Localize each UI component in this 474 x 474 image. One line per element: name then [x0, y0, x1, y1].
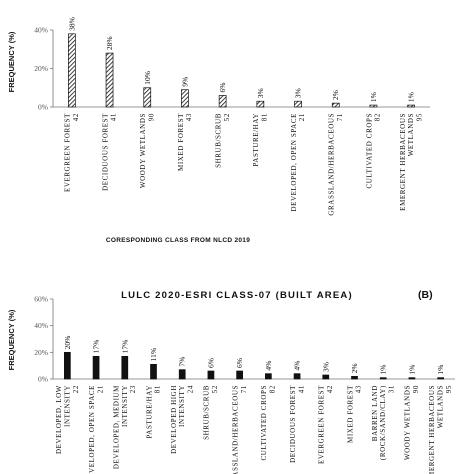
chart-b-bar-value-label: 7% [178, 357, 187, 367]
chart-a-ytick-label: 0% [38, 103, 48, 112]
chart-a-category-label: SHRUB/SCRUB52 [214, 113, 230, 168]
chart-b-bar-value-label: 17% [92, 340, 101, 354]
chart-b-bar [178, 369, 186, 380]
chart-b-ylabel: FREQUENCY (%) [7, 309, 16, 370]
chart-a-bar [218, 95, 227, 108]
chart-b: LULC 2020-ESRI CLASS-07 (BUILT AREA) (B)… [7, 289, 455, 474]
chart-b-bar [207, 370, 215, 380]
chart-b-panel-label: (B) [418, 289, 433, 301]
chart-b-category-label: GRASSLAND/HERBACEOUS71 [231, 385, 247, 474]
chart-a-category-label: MIXED FOREST43 [177, 113, 193, 171]
chart-b-bar [265, 373, 272, 380]
chart-b-bar [92, 355, 100, 380]
chart-a-category-label: DECIDUOUS FOREST41 [101, 113, 117, 191]
chart-b-category-label: DEVELOPED, LOWINTENSITY22 [55, 385, 80, 454]
chart-b-bar [322, 374, 330, 380]
chart-b-bar-value-label: 1% [436, 365, 445, 375]
chart-a-bar [331, 102, 340, 108]
chart-b-category-label: EVERGREEN FOREST42 [318, 385, 334, 464]
chart-a-category-label: PASTURE/HAY81 [252, 113, 268, 167]
chart-b-category-label: CULTIVATED CROPS82 [260, 385, 276, 461]
chart-b-category-label: DEVELOPED HIGHINTENSITY24 [170, 385, 195, 454]
chart-b-category-label: WOODY WETLANDS90 [404, 385, 420, 460]
chart-b-title: LULC 2020-ESRI CLASS-07 (BUILT AREA) [121, 290, 353, 301]
chart-a-ytick-label: 40% [34, 26, 48, 35]
chart-a-category-label: EVERGREEN FOREST42 [64, 113, 80, 192]
chart-b-bar-value-label: 4% [293, 361, 302, 371]
chart-b-bar-value-label: 17% [120, 340, 129, 354]
chart-b-ytick-label: 60% [34, 295, 48, 304]
chart-b-bar [379, 377, 387, 380]
chart-b-bar-value-label: 6% [235, 358, 244, 368]
chart-b-category-label: DECIDUOUS FOREST41 [289, 385, 305, 463]
chart-a-bar [67, 33, 76, 108]
chart-b-category-label: SHRUB/SCRUB52 [203, 385, 219, 440]
chart-a-bar-value-label: 3% [256, 88, 265, 98]
chart-a-bar-value-label: 3% [294, 88, 303, 98]
chart-b-category-label: MIXED FOREST43 [346, 385, 362, 443]
chart-a-bar [294, 100, 302, 108]
chart-b-bar [236, 370, 243, 380]
chart-b-category-label: DEVELOPED, OPEN SPACE21 [88, 385, 104, 474]
chart-a-bar [105, 52, 114, 108]
chart-b-bar [150, 363, 157, 380]
chart-b-bar [351, 375, 358, 380]
chart-a-bar-value-label: 6% [218, 82, 227, 92]
chart-b-ytick-label: 0% [38, 375, 48, 384]
chart-a-category-label: WOODY WETLANDS90 [139, 113, 155, 188]
chart-b-bar-value-label: 3% [321, 362, 330, 372]
chart-b-ytick-label: 20% [34, 348, 48, 357]
chart-a-bar-value-label: 38% [67, 17, 76, 31]
chart-a-bar [369, 104, 378, 108]
chart-a-bar-value-label: 28% [105, 36, 114, 50]
chart-a-bar-value-label: 10% [143, 71, 152, 85]
chart-b-category-label: EMERGENT HERBACEOUSWETLANDS95 [428, 385, 453, 474]
chart-b-bar [293, 373, 301, 380]
chart-b-bar-value-label: 1% [379, 365, 388, 375]
chart-a-bar [181, 89, 189, 108]
chart-b-bar [64, 351, 71, 380]
chart-a-xlabel: CORESPONDING CLASS FROM NLCD 2019 [106, 237, 250, 244]
chart-a-bar-value-label: 2% [331, 90, 340, 100]
chart-b-category-label: DEVELOPED, MEDIUMINTENSITY23 [112, 385, 137, 469]
chart-b-bar-value-label: 20% [63, 336, 72, 350]
chart-b-bar [121, 355, 129, 380]
chart-a-bar-value-label: 1% [369, 92, 378, 102]
chart-a-ylabel: FREQUENCY (%) [7, 31, 16, 92]
chart-b-bar-value-label: 11% [149, 348, 158, 361]
chart-b-bar [437, 377, 444, 380]
chart-b-bar-value-label: 1% [407, 365, 416, 375]
chart-b-category-label: BARREN LAND(ROCK/SAND/CLAY)31 [371, 385, 396, 460]
chart-b-bar-value-label: 4% [264, 361, 273, 371]
chart-a-ytick-label: 20% [34, 64, 48, 73]
chart-a-category-label: CULTIVATED CROPS82 [365, 113, 381, 189]
chart-b-category-label: PASTURE/HAY81 [145, 385, 161, 439]
chart-b-bar-value-label: 6% [206, 358, 215, 368]
chart-a-category-label: DEVELOPED, OPEN SPACE21 [290, 113, 306, 212]
chart-a-bar [143, 87, 152, 108]
chart-a-category-label: EMERGENT HERBACEOUSWETLANDS95 [399, 113, 424, 211]
chart-a-bar-value-label: 1% [407, 92, 416, 102]
chart-a-bar [256, 100, 265, 108]
chart-a-bar [407, 104, 415, 108]
chart-a-category-label: GRASSLAND/HERBACEOUS71 [328, 113, 344, 216]
chart-b-bar-value-label: 2% [350, 363, 359, 373]
chart-b-ytick-label: 40% [34, 321, 48, 330]
chart-b-bar [408, 377, 416, 380]
chart-a: FREQUENCY (%) CORESPONDING CLASS FROM NL… [7, 17, 430, 244]
chart-a-bar-value-label: 9% [180, 77, 189, 87]
